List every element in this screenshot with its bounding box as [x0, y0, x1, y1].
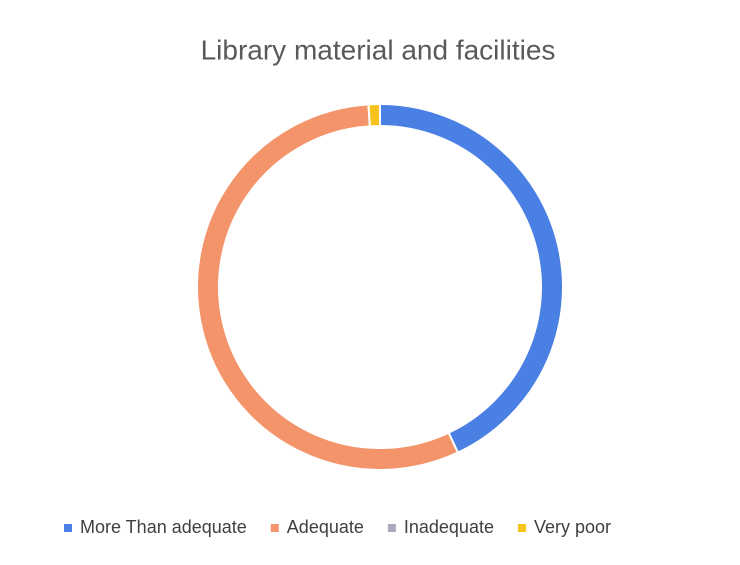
- legend-label: More Than adequate: [80, 517, 247, 537]
- legend-label: Adequate: [287, 517, 364, 537]
- legend-swatch: [517, 524, 526, 532]
- chart-title: Library material and facilities: [201, 34, 556, 65]
- slice: [367, 102, 381, 128]
- legend-swatch: [64, 524, 72, 532]
- legend: More Than adequate Adequate Inadequate Very…: [64, 517, 611, 537]
- legend-swatch: [387, 524, 396, 532]
- legend-swatch: [270, 524, 279, 532]
- donut: [196, 102, 564, 471]
- legend-label: Very poor: [534, 517, 611, 537]
- legend-label: Inadequate: [404, 517, 494, 537]
